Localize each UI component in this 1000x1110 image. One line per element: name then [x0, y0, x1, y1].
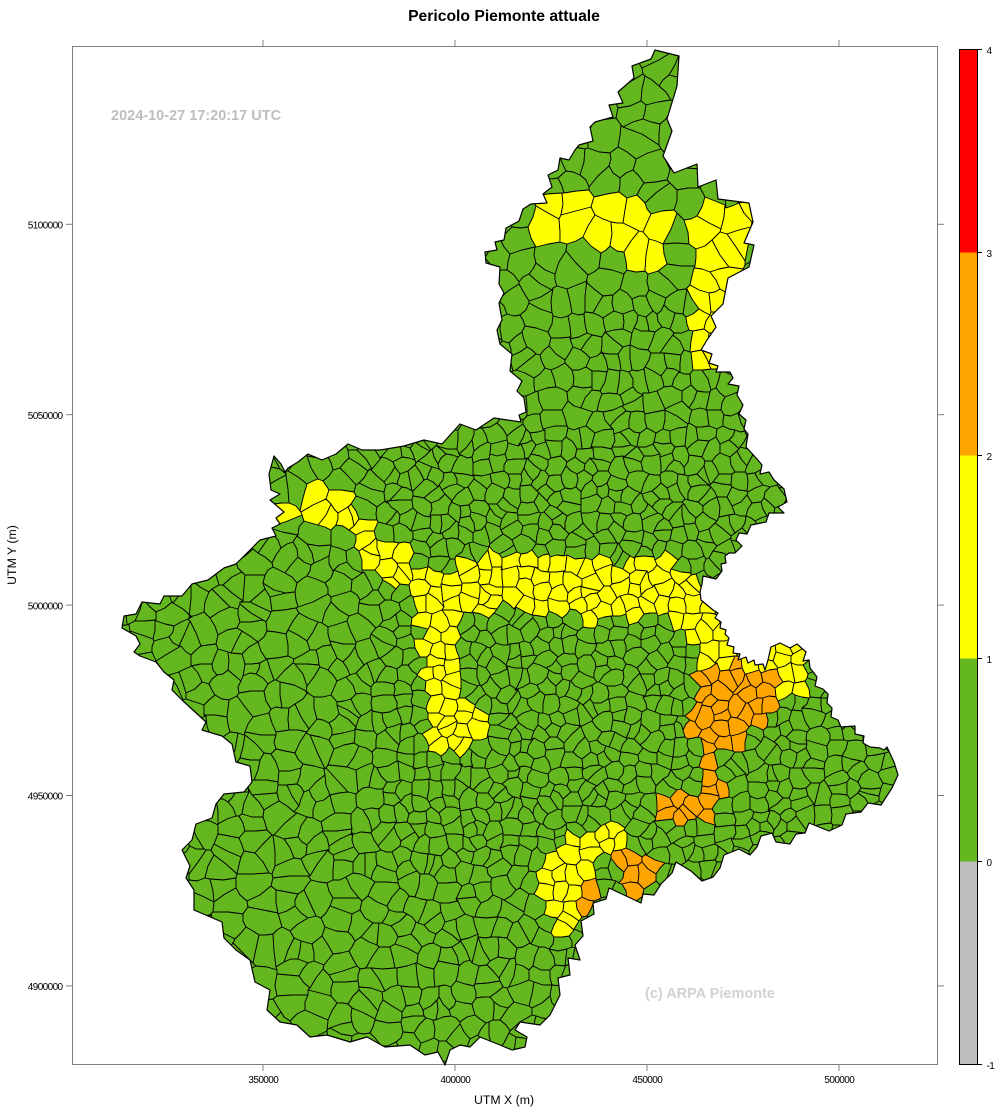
svg-text:4: 4: [987, 46, 993, 57]
svg-text:3: 3: [987, 249, 993, 260]
svg-text:400000: 400000: [440, 1075, 471, 1086]
svg-text:5000000: 5000000: [28, 601, 64, 612]
svg-text:2024-10-27 17:20:17 UTC: 2024-10-27 17:20:17 UTC: [111, 108, 282, 124]
svg-text:0: 0: [987, 858, 993, 869]
svg-text:350000: 350000: [248, 1075, 279, 1086]
svg-text:UTM X (m): UTM X (m): [474, 1093, 534, 1107]
svg-text:5050000: 5050000: [28, 411, 64, 422]
svg-text:-1: -1: [987, 1061, 996, 1072]
svg-text:UTM Y (m): UTM Y (m): [5, 525, 19, 585]
svg-text:450000: 450000: [632, 1075, 663, 1086]
svg-text:Pericolo Piemonte attuale: Pericolo Piemonte attuale: [408, 8, 600, 25]
svg-text:500000: 500000: [824, 1075, 855, 1086]
svg-text:2: 2: [987, 452, 993, 463]
svg-text:(c) ARPA Piemonte: (c) ARPA Piemonte: [645, 986, 775, 1002]
svg-text:4950000: 4950000: [28, 792, 64, 803]
svg-text:1: 1: [987, 655, 993, 666]
svg-text:4900000: 4900000: [28, 982, 64, 993]
svg-text:5100000: 5100000: [28, 221, 64, 232]
